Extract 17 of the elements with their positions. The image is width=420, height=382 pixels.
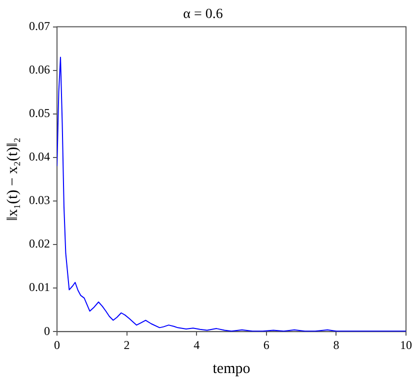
x-axis-title: tempo [212,360,250,377]
x-tick-label: 6 [263,338,270,352]
y-tick-label: 0.05 [29,106,50,120]
y-tick-label: 0.01 [29,280,50,294]
x-tick-label: 8 [333,338,340,352]
y-tick-label: 0.03 [29,193,50,208]
x-tick-label: 0 [54,338,60,352]
y-tick-label: 0.04 [29,150,50,164]
x-tick-label: 2 [124,338,130,352]
chart-title: α = 0.6 [183,7,223,22]
y-tick-label: 0 [44,324,50,338]
y-tick-label: 0.07 [29,18,50,33]
x-tick-label: 10 [400,338,412,352]
y-axis-title: ‖x₁(t) − x₂(t)‖₂ [4,138,21,221]
y-tick-label: 0.06 [29,62,50,76]
x-tick-label: 4 [194,338,200,352]
y-tick-label: 0.02 [29,236,50,251]
